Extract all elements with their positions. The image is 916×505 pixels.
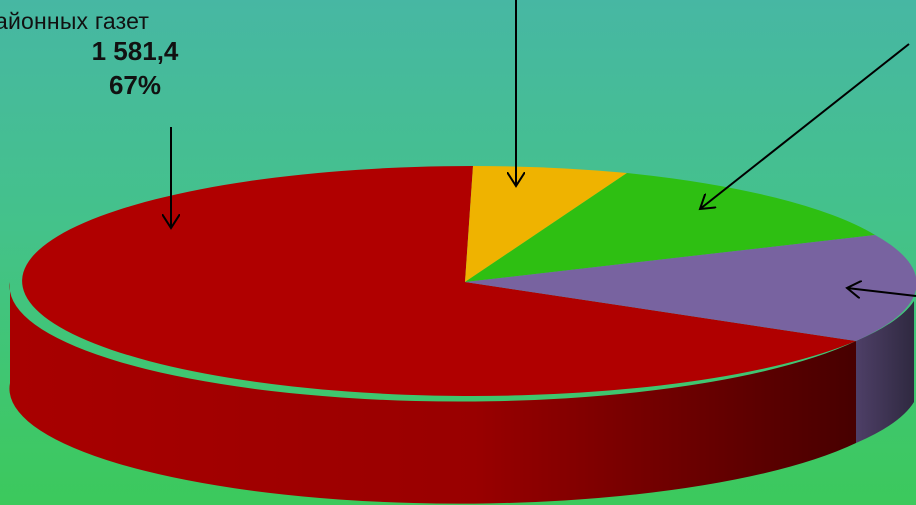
- red-slice-label: районных газет 1 581,4 67%: [0, 8, 270, 101]
- red-slice-side: [9, 282, 856, 504]
- arrow-to-green-slice: [700, 43, 910, 209]
- pie-slice-purple: [465, 235, 916, 341]
- pie-slice-rayonnykh-gazet: [22, 165, 857, 396]
- pie-slice-yellow: [465, 166, 627, 282]
- purple-slice-side: [856, 301, 914, 443]
- arrow-to-purple-slice: [847, 288, 916, 296]
- red-slice-value-label: 1 581,4: [91, 36, 179, 67]
- red-slice-category-label: районных газет: [0, 8, 150, 34]
- pie-slice-green: [465, 173, 875, 282]
- red-slice-percent-label: 67%: [108, 70, 162, 101]
